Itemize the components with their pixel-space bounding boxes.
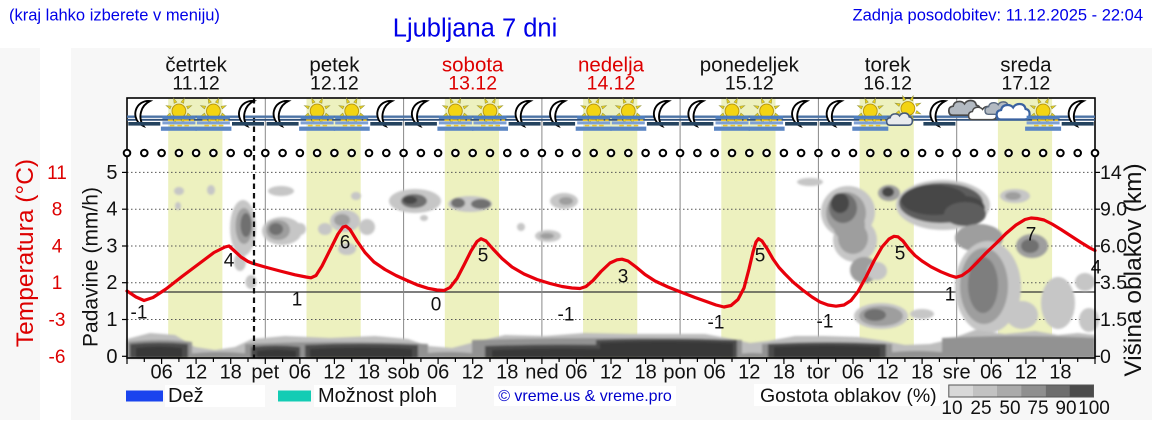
svg-text:Možnost ploh: Možnost ploh [318,385,437,407]
svg-text:06: 06 [980,362,1002,384]
svg-text:18: 18 [911,362,933,384]
svg-text:16.12: 16.12 [863,73,912,95]
svg-text:12.12: 12.12 [310,73,359,95]
svg-text:5: 5 [755,246,766,267]
svg-text:18: 18 [1049,362,1071,384]
svg-text:1: 1 [52,273,63,294]
svg-text:Zadnja posodobitev: 11.12.2025: Zadnja posodobitev: 11.12.2025 - 22:04 [853,7,1144,25]
svg-text:12: 12 [462,362,484,384]
svg-text:75: 75 [1027,398,1048,419]
svg-text:pet: pet [251,362,279,384]
svg-text:06: 06 [704,362,726,384]
svg-text:06: 06 [842,362,864,384]
svg-text:(kraj lahko izberete v meniju): (kraj lahko izberete v meniju) [9,7,220,25]
svg-text:-1: -1 [558,305,575,326]
svg-text:4: 4 [52,237,63,258]
svg-text:12: 12 [1015,362,1037,384]
svg-text:06: 06 [427,362,449,384]
svg-text:11: 11 [47,163,67,184]
svg-text:25: 25 [970,398,991,419]
svg-text:7: 7 [1026,225,1037,246]
svg-text:sob: sob [387,362,419,384]
svg-text:Višina oblakov (km): Višina oblakov (km) [1120,163,1147,376]
svg-text:6.0: 6.0 [1100,236,1127,258]
svg-text:13.12: 13.12 [448,73,497,95]
svg-text:5: 5 [478,246,489,267]
svg-text:sre: sre [943,362,971,384]
svg-text:2: 2 [106,272,117,294]
svg-text:9.0: 9.0 [1100,199,1127,221]
svg-text:15.12: 15.12 [725,73,774,95]
svg-text:3: 3 [618,267,629,288]
svg-text:18: 18 [773,362,795,384]
svg-text:Gostota oblakov (%): Gostota oblakov (%) [760,385,937,407]
svg-text:100: 100 [1078,398,1110,419]
svg-text:tor: tor [807,362,831,384]
svg-text:petek: petek [309,54,360,77]
svg-text:12: 12 [600,362,622,384]
svg-text:-6: -6 [49,347,66,368]
svg-text:06: 06 [150,362,172,384]
svg-text:-1: -1 [708,313,725,334]
svg-text:12: 12 [323,362,345,384]
svg-text:1.5: 1.5 [1100,309,1127,331]
svg-text:četrtek: četrtek [165,54,227,77]
svg-text:12: 12 [876,362,898,384]
svg-text:11.12: 11.12 [172,73,219,95]
svg-text:sreda: sreda [1000,54,1052,77]
svg-text:18: 18 [496,362,518,384]
svg-text:14: 14 [1100,162,1122,184]
svg-text:8: 8 [52,200,63,221]
svg-text:-1: -1 [817,312,834,333]
svg-text:06: 06 [289,362,311,384]
svg-text:12: 12 [185,362,207,384]
svg-text:ned: ned [525,362,558,384]
svg-text:18: 18 [220,362,242,384]
svg-text:3: 3 [106,236,117,258]
svg-text:-3: -3 [49,310,66,331]
svg-text:50: 50 [999,398,1020,419]
svg-text:0: 0 [1100,346,1111,368]
svg-text:18: 18 [634,362,656,384]
svg-text:90: 90 [1055,398,1076,419]
svg-text:Padavine (mm/h): Padavine (mm/h) [80,187,103,347]
svg-text:5: 5 [106,162,117,184]
svg-text:1: 1 [292,290,303,311]
svg-text:17.12: 17.12 [1001,73,1050,95]
svg-text:pon: pon [663,362,696,384]
svg-text:1: 1 [945,285,956,306]
svg-text:4: 4 [106,199,117,221]
svg-text:-1: -1 [131,303,148,324]
svg-text:© vreme.us & vreme.pro: © vreme.us & vreme.pro [498,388,672,405]
svg-text:3.5: 3.5 [1100,272,1127,294]
svg-text:torek: torek [865,54,911,77]
svg-text:4: 4 [1091,258,1102,279]
svg-text:0: 0 [431,295,442,316]
svg-text:Dež: Dež [168,385,204,407]
svg-text:5: 5 [895,244,906,265]
svg-text:18: 18 [358,362,380,384]
svg-text:14.12: 14.12 [587,73,636,95]
svg-text:0: 0 [106,346,117,368]
svg-text:Temperatura (°C): Temperatura (°C) [12,159,39,347]
svg-text:12: 12 [738,362,760,384]
svg-text:nedelja: nedelja [578,54,645,77]
svg-text:10: 10 [941,398,962,419]
svg-text:1: 1 [106,309,117,331]
svg-text:06: 06 [565,362,587,384]
svg-text:ponedeljek: ponedeljek [700,54,800,77]
svg-text:6: 6 [340,233,351,254]
svg-text:sobota: sobota [442,54,504,77]
svg-text:Ljubljana 7 dni: Ljubljana 7 dni [393,15,557,43]
svg-text:4: 4 [224,251,235,272]
